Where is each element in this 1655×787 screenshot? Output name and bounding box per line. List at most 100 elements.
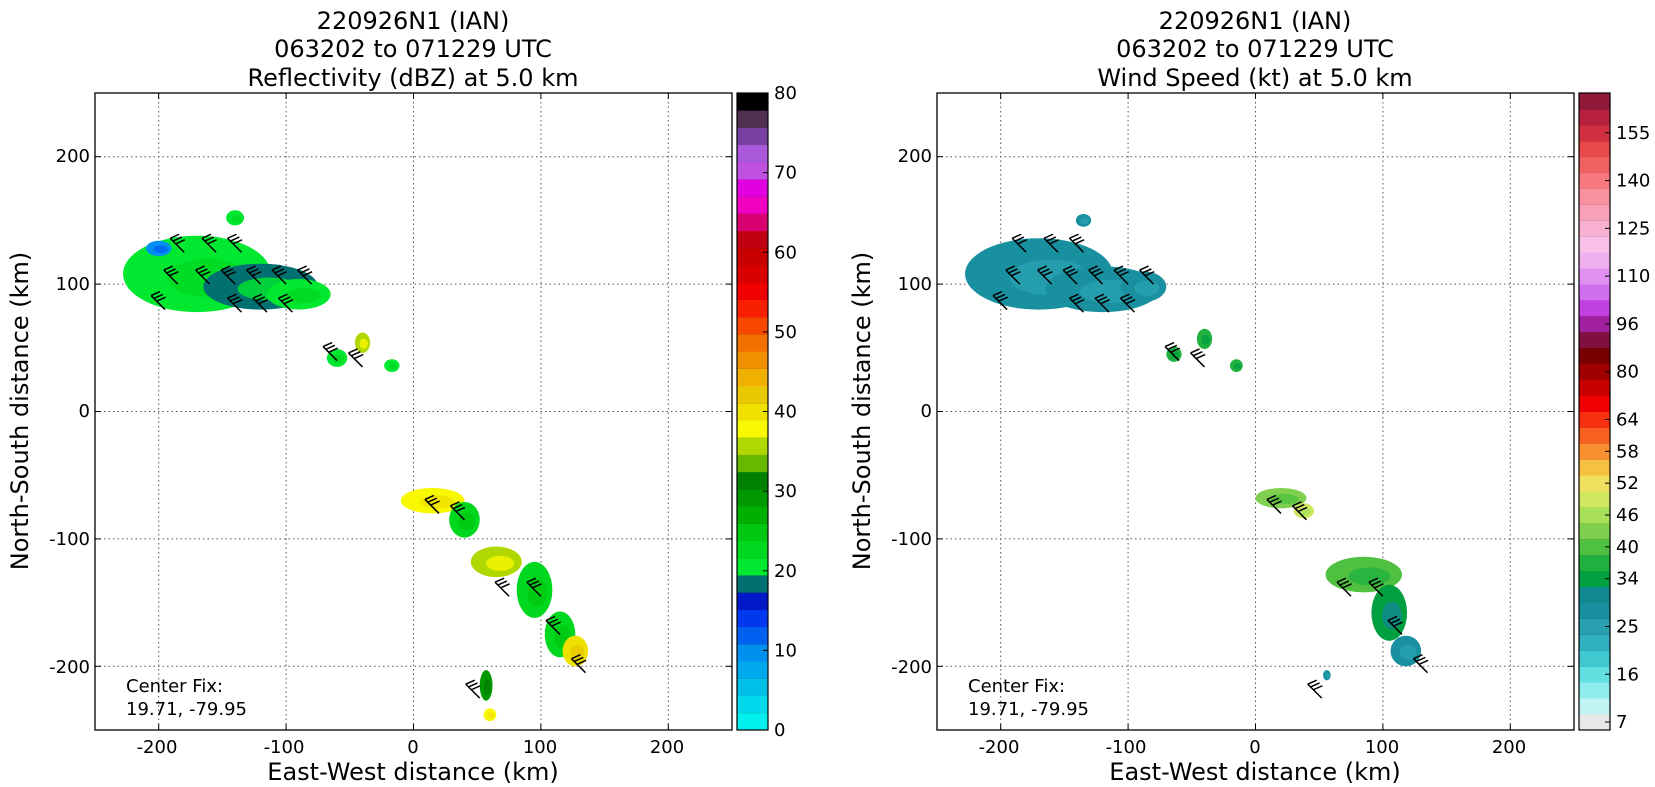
colorbar-swatch xyxy=(737,161,768,180)
colorbar-swatch xyxy=(1579,363,1610,381)
wind-y-tick-100: 100 xyxy=(898,274,932,295)
wind-barb xyxy=(1068,233,1085,253)
colorbar-swatch xyxy=(1579,140,1610,158)
wind-title-line-2: 063202 to 071229 UTC xyxy=(1116,35,1394,63)
wind-y-tick-200: 200 xyxy=(898,146,932,167)
colorbar-label: 0 xyxy=(774,720,785,741)
wind-barb xyxy=(1307,679,1323,699)
reflectivity-center-fix-label: Center Fix: xyxy=(126,676,223,697)
echo-region-core xyxy=(1170,351,1180,359)
colorbar-label: 7 xyxy=(1616,712,1627,733)
wind-barb xyxy=(169,233,186,253)
wind-barb xyxy=(1088,265,1104,285)
colorbar-swatch xyxy=(1579,252,1610,269)
wind-barb xyxy=(494,577,510,597)
wind-center-fix-coords: 19.71, -79.95 xyxy=(968,699,1089,720)
echo-region-core xyxy=(486,555,515,572)
wind-barb xyxy=(545,615,561,635)
reflectivity-field xyxy=(123,210,589,722)
wind-barb xyxy=(1368,577,1384,597)
wind-barb xyxy=(1387,615,1403,635)
colorbar-label: 40 xyxy=(1616,537,1639,558)
colorbar-swatch xyxy=(737,471,768,490)
colorbar-swatch xyxy=(1579,459,1610,476)
reflectivity-y-tick--100: -100 xyxy=(49,529,90,550)
wind-colorbar-labels: 7 16 25 34 40 46 52 58 64 80 96 110 125 140 155 xyxy=(1605,123,1650,733)
wind-y-axis-label: North-South distance (km) xyxy=(848,252,876,571)
reflectivity-y-tick--200: -200 xyxy=(49,657,90,678)
wind-y-tick-0: 0 xyxy=(921,401,932,422)
colorbar-swatch xyxy=(737,110,768,128)
wind-barb xyxy=(1011,233,1028,253)
colorbar-swatch xyxy=(737,575,768,593)
colorbar-swatch xyxy=(737,144,768,163)
colorbar-swatch xyxy=(1579,570,1610,588)
reflectivity-y-tick-200: 200 xyxy=(56,146,90,167)
colorbar-swatch xyxy=(1579,347,1610,365)
colorbar-label: 140 xyxy=(1616,171,1650,192)
wind-barb xyxy=(150,290,166,311)
reflectivity-axis-ticks xyxy=(95,93,732,730)
colorbar-swatch xyxy=(737,506,768,524)
wind-plot-area xyxy=(937,93,1574,730)
colorbar-swatch xyxy=(1579,379,1610,396)
colorbar-swatch xyxy=(1579,124,1610,142)
reflectivity-x-tick-100: 100 xyxy=(523,737,557,758)
colorbar-swatch xyxy=(737,316,768,335)
colorbar-swatch xyxy=(737,678,768,696)
colorbar-swatch xyxy=(1579,634,1610,651)
wind-x-tick-0: 0 xyxy=(1249,737,1260,758)
colorbar-label: 46 xyxy=(1616,505,1639,526)
wind-barb xyxy=(226,233,243,253)
reflectivity-colorbar xyxy=(737,92,768,731)
colorbar-swatch xyxy=(1579,300,1610,317)
wind-barb xyxy=(526,577,542,597)
colorbar-label: 34 xyxy=(1616,569,1639,590)
colorbar-swatch xyxy=(1579,284,1610,301)
reflectivity-y-tick-100: 100 xyxy=(56,274,90,295)
colorbar-swatch xyxy=(1579,427,1610,444)
colorbar-label: 80 xyxy=(774,83,797,104)
colorbar-swatch xyxy=(1579,108,1610,126)
colorbar-swatch xyxy=(737,437,768,455)
colorbar-label: 64 xyxy=(1616,409,1639,430)
colorbar-swatch xyxy=(737,127,768,146)
colorbar-swatch xyxy=(737,626,768,645)
wind-barb xyxy=(1190,348,1206,368)
wind-x-tick-200: 200 xyxy=(1492,737,1526,758)
colorbar-swatch xyxy=(737,661,768,679)
colorbar-swatch xyxy=(1579,93,1610,110)
echo-region-core xyxy=(332,354,345,364)
wind-barb xyxy=(201,233,217,253)
wind-barb xyxy=(570,653,587,674)
reflectivity-center-fix-coords: 19.71, -79.95 xyxy=(126,699,247,720)
wind-barb xyxy=(1266,494,1282,514)
colorbar-label: 125 xyxy=(1616,218,1650,239)
reflectivity-y-axis-label: North-South distance (km) xyxy=(6,252,34,571)
colorbar-label: 52 xyxy=(1616,473,1639,494)
wind-barb xyxy=(1119,293,1136,313)
wind-barb xyxy=(1037,265,1053,285)
colorbar-swatch xyxy=(1579,602,1610,619)
reflectivity-title-line-3: Reflectivity (dBZ) at 5.0 km xyxy=(248,64,579,92)
colorbar-swatch xyxy=(1579,698,1610,715)
colorbar-label: 155 xyxy=(1616,123,1650,144)
colorbar-swatch xyxy=(737,695,768,714)
wind-title-line-1: 220926N1 (IAN) xyxy=(1159,7,1352,35)
reflectivity-x-axis-label: East-West distance (km) xyxy=(267,758,558,786)
reflectivity-wind-barbs xyxy=(150,233,587,699)
colorbar-swatch xyxy=(737,523,768,542)
wind-barb xyxy=(1164,341,1180,362)
wind-colorbar-frame xyxy=(1578,92,1611,731)
wind-barb xyxy=(322,341,338,362)
echo-region-core xyxy=(570,644,585,661)
colorbar-swatch xyxy=(1579,331,1610,349)
wind-title-line-3: Wind Speed (kt) at 5.0 km xyxy=(1097,64,1412,92)
colorbar-swatch xyxy=(1579,714,1610,731)
colorbar-label: 70 xyxy=(774,163,797,184)
wind-barb xyxy=(246,265,262,285)
colorbar-swatch xyxy=(737,385,768,404)
wind-barb xyxy=(1043,233,1059,253)
wind-wind-barbs xyxy=(992,233,1429,699)
